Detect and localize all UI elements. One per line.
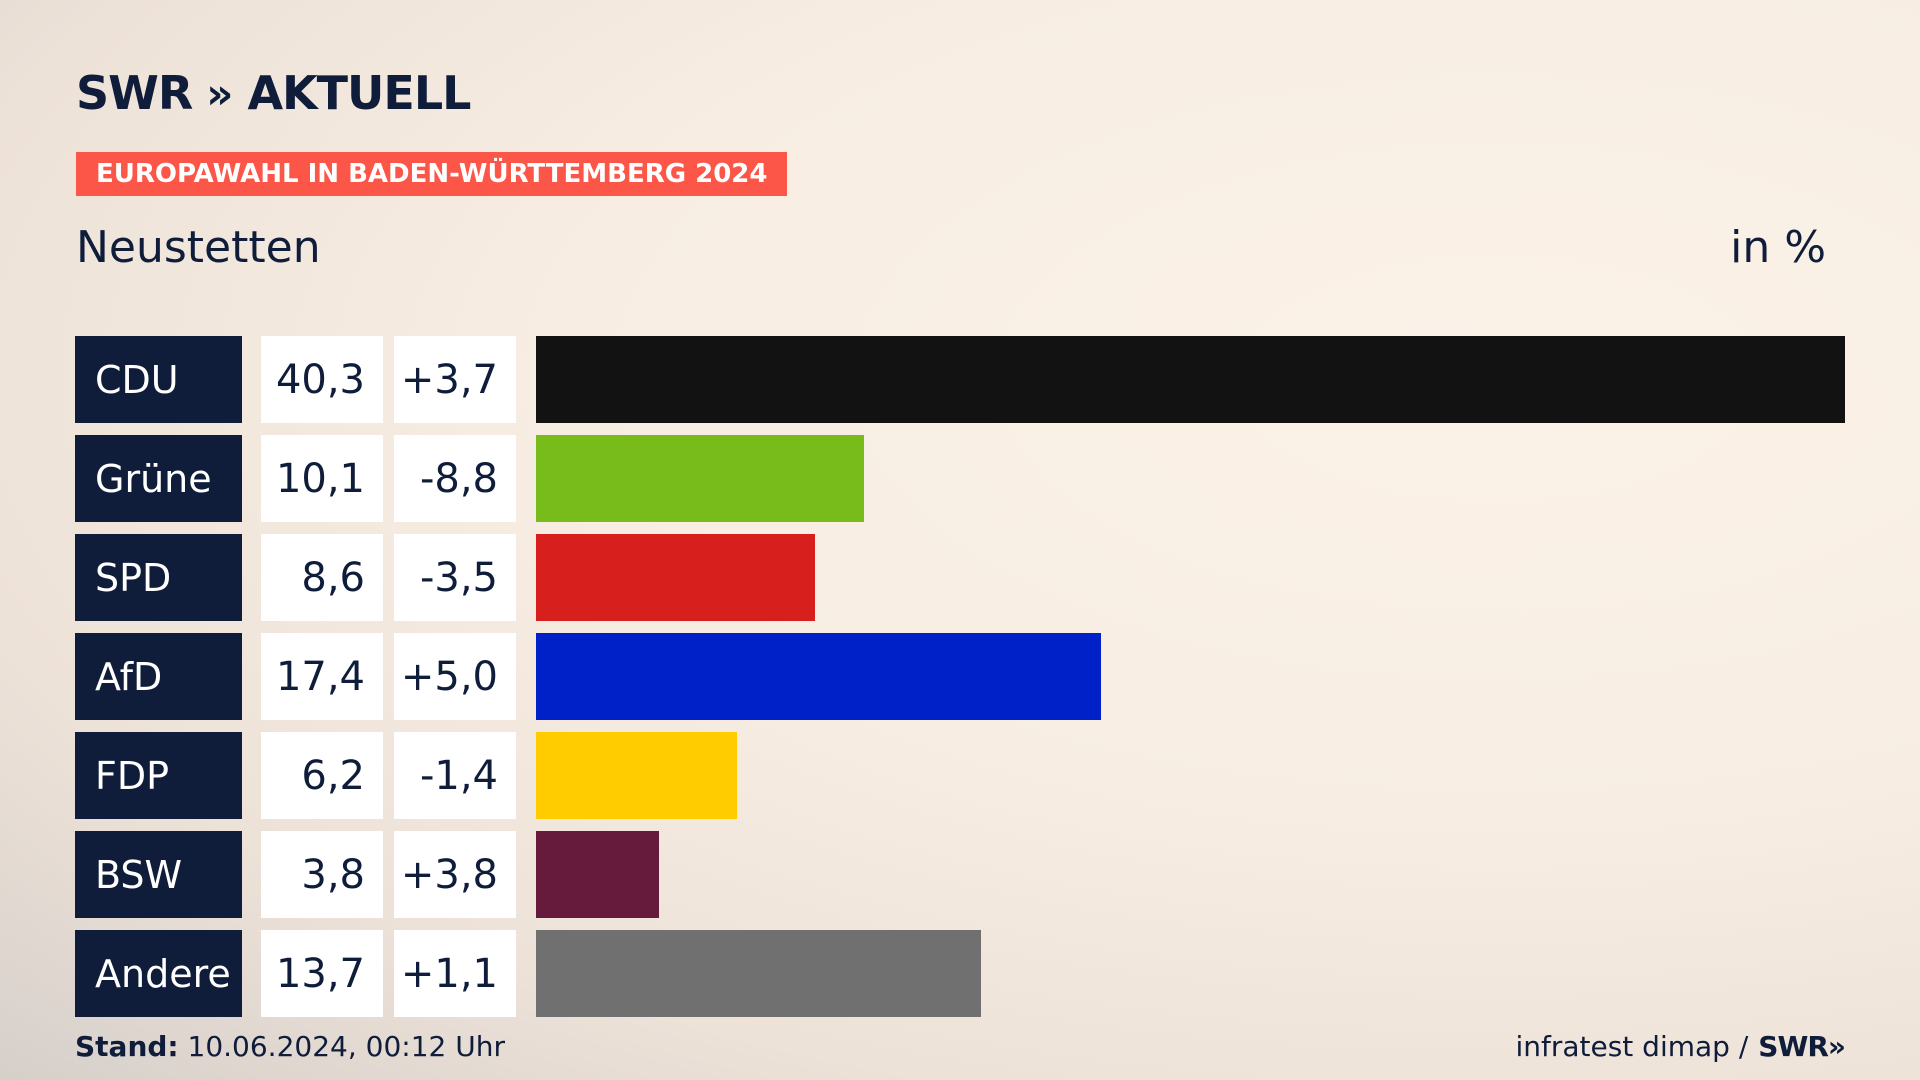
vote-share-value: 13,7 <box>261 930 383 1017</box>
aktuell-logo-text: AKTUELL <box>247 66 471 120</box>
party-label: CDU <box>75 336 242 423</box>
stand-info: Stand: 10.06.2024, 00:12 Uhr <box>75 1030 505 1063</box>
result-row: AfD 17,4 +5,0 <box>75 633 1845 720</box>
vote-share-value: 3,8 <box>261 831 383 918</box>
swr-footer-arrows-icon: » <box>1827 1030 1846 1063</box>
result-row: SPD 8,6 -3,5 <box>75 534 1845 621</box>
party-label: Andere <box>75 930 242 1017</box>
stand-value: 10.06.2024, 00:12 Uhr <box>178 1030 505 1063</box>
location-title: Neustetten <box>76 222 321 273</box>
vote-share-change: -1,4 <box>394 732 516 819</box>
swr-aktuell-logo: SWR » AKTUELL <box>76 66 471 120</box>
result-row: BSW 3,8 +3,8 <box>75 831 1845 918</box>
vote-share-change: -3,5 <box>394 534 516 621</box>
vote-share-change: +5,0 <box>394 633 516 720</box>
party-label: Grüne <box>75 435 242 522</box>
bar-fdp <box>536 732 737 819</box>
bar-spd <box>536 534 815 621</box>
result-row: Grüne 10,1 -8,8 <box>75 435 1845 522</box>
party-label: AfD <box>75 633 242 720</box>
vote-share-value: 17,4 <box>261 633 383 720</box>
swr-logo-text: SWR <box>76 66 193 120</box>
party-label: FDP <box>75 732 242 819</box>
vote-share-value: 40,3 <box>261 336 383 423</box>
result-row: CDU 40,3 +3,7 <box>75 336 1845 423</box>
party-label: BSW <box>75 831 242 918</box>
vote-share-change: +3,7 <box>394 336 516 423</box>
election-badge: EUROPAWAHL IN BADEN-WÜRTTEMBERG 2024 <box>76 152 788 196</box>
vote-share-value: 6,2 <box>261 732 383 819</box>
stand-label: Stand: <box>75 1030 179 1063</box>
bar-cdu <box>536 336 1845 423</box>
vote-share-value: 10,1 <box>261 435 383 522</box>
swr-footer-logo-text: SWR <box>1758 1030 1829 1063</box>
swr-arrows-icon: » <box>206 68 233 118</box>
vote-share-change: -8,8 <box>394 435 516 522</box>
vote-share-value: 8,6 <box>261 534 383 621</box>
result-row: FDP 6,2 -1,4 <box>75 732 1845 819</box>
source-text: infratest dimap / <box>1515 1030 1749 1063</box>
bar-andere <box>536 930 981 1017</box>
unit-label: in % <box>1730 222 1826 273</box>
swr-footer-logo: SWR» <box>1758 1030 1846 1063</box>
result-row: Andere 13,7 +1,1 <box>75 930 1845 1017</box>
bar-bsw <box>536 831 659 918</box>
source-info: infratest dimap / SWR» <box>1515 1030 1846 1063</box>
vote-share-change: +3,8 <box>394 831 516 918</box>
party-label: SPD <box>75 534 242 621</box>
bar-afd <box>536 633 1101 720</box>
bar-grüne <box>536 435 864 522</box>
vote-share-change: +1,1 <box>394 930 516 1017</box>
